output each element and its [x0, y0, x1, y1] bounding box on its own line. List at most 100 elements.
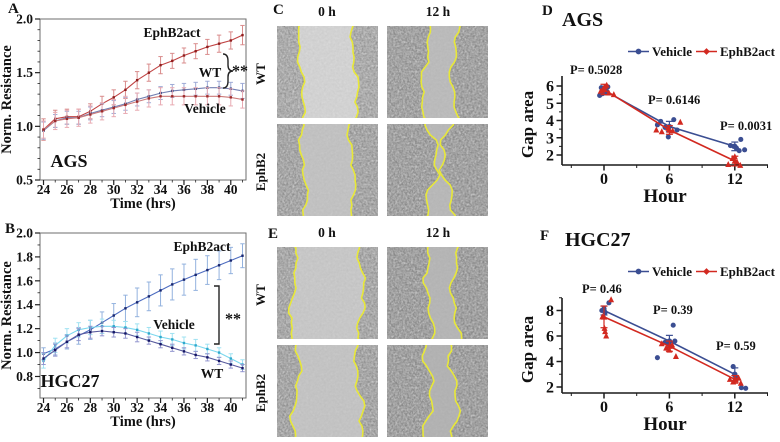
series-Vehicle	[41, 87, 245, 139]
y-tick-label: 1.4	[16, 297, 33, 312]
row-label-ephb2: EphB2	[255, 374, 268, 412]
y-tick-label: 1.2	[16, 321, 33, 336]
y-tick-label: 5	[546, 96, 554, 113]
annotation: Vehicle	[184, 101, 226, 116]
x-tick-label: 0	[600, 399, 608, 416]
marker-square	[65, 340, 69, 344]
marker-triangle	[666, 346, 673, 353]
marker-square	[182, 54, 186, 57]
marker-circle	[674, 127, 680, 133]
marker-circle	[671, 117, 677, 123]
y-tick-label: 1.6	[16, 273, 33, 288]
marker-square	[42, 128, 45, 131]
panel-letter-c: C	[273, 2, 284, 18]
micrograph-wt-12h	[387, 247, 488, 339]
y-tick-label: 0.5	[16, 173, 33, 188]
series-EphB2act	[41, 243, 245, 361]
marker-square	[135, 78, 139, 82]
x-axis-label: Time (hrs)	[110, 196, 176, 212]
marker-square	[159, 342, 162, 346]
panel-a-line-chart-ags: 0.5 1.0 1.5 2.0 24 26 28 30 32 34 36 38 40 Time (hrs)…	[0, 12, 248, 213]
y-tick-label: 1.5	[16, 65, 33, 80]
marker-triangle	[665, 124, 672, 131]
marker-square	[159, 289, 162, 292]
wound-edge-line	[448, 247, 463, 339]
marker-circle	[730, 364, 736, 370]
micrograph-wt-0h	[277, 26, 378, 118]
y-axis-label: Norm. Resistance	[0, 45, 15, 154]
marker-square	[206, 45, 209, 49]
x-tick-label: 36	[177, 182, 191, 197]
p-value-label: P= 0.46	[582, 282, 622, 296]
marker-triangle	[605, 89, 612, 96]
marker-square	[89, 113, 92, 116]
x-tick-label: 30	[107, 400, 121, 415]
series-EphB2act	[41, 24, 245, 141]
p-value-label: P= 0.6146	[648, 93, 700, 107]
y-tick-label: 0.8	[16, 369, 33, 384]
x-tick-label: 40	[224, 182, 238, 197]
marker-triangle	[669, 127, 676, 134]
micrograph-ephb2-12h	[387, 124, 488, 216]
p-value-label: P= 0.39	[653, 303, 693, 317]
marker-circle	[654, 355, 660, 361]
annotation: **	[232, 63, 248, 80]
marker-square	[171, 338, 174, 341]
marker-square	[241, 366, 244, 370]
marker-square	[112, 331, 115, 334]
marker-triangle	[658, 340, 665, 347]
marker-triangle	[603, 332, 610, 339]
panel-letter-a: A	[8, 1, 19, 17]
y-tick-label: 4	[546, 113, 554, 130]
panel-b-line-chart-hgc27: 0.8 1.0 1.2 1.4 1.6 1.8 2.0 24 26 28 30 32 34 36 38 40 T…	[0, 226, 247, 430]
y-tick-label: 2.0	[16, 226, 33, 241]
y-tick-label: 2	[546, 148, 554, 165]
y-tick-label: 8	[546, 303, 554, 320]
wound-edge-line	[422, 247, 436, 339]
marker-square	[112, 96, 115, 99]
marker-square	[77, 333, 80, 336]
panel-e-micrographs-hgc27: 0 h 12 h WT EphB2	[255, 225, 488, 437]
marker-square	[124, 88, 127, 92]
series-EphB2act	[597, 81, 744, 168]
marker-circle	[670, 322, 676, 328]
marker-square	[217, 42, 221, 45]
x-axis-label: Hour	[643, 186, 687, 207]
panel-letter-e: E	[268, 226, 279, 242]
wound-edge-line	[438, 124, 457, 216]
marker-square	[229, 357, 232, 360]
column-label-12h: 12 h	[426, 225, 451, 240]
marker-square	[159, 95, 162, 98]
marker-square	[171, 59, 174, 63]
marker-triangle	[726, 375, 733, 382]
marker-square	[159, 335, 162, 339]
marker-square	[147, 71, 151, 74]
marker-triangle	[663, 344, 670, 351]
wound-edge-line	[421, 345, 435, 437]
marker-square	[124, 307, 127, 310]
marker-square	[124, 332, 127, 335]
panel-f-scatter-hgc27: HGC27 Vehicle EphB2act 2 4 6 8 0 6 12 Gap area Hour…	[520, 229, 776, 435]
micrograph-ephb2-12h	[387, 345, 488, 437]
panel-letter-f: F	[540, 228, 550, 244]
marker-square	[147, 332, 151, 335]
annotation: HGC27	[40, 371, 99, 391]
marker-circle	[742, 147, 748, 153]
marker-square	[241, 98, 244, 101]
x-axis-label: Hour	[643, 414, 687, 435]
panel-c-micrographs-ags: 0 h 12 h WT EphB2	[255, 4, 488, 216]
marker-square	[217, 264, 221, 267]
marker-diamond	[703, 48, 710, 55]
marker-square	[147, 97, 151, 100]
marker-triangle	[608, 296, 615, 303]
marker-triangle	[601, 324, 608, 331]
marker-square	[135, 100, 139, 103]
wound-edge-line	[297, 124, 310, 216]
marker-triangle	[737, 161, 744, 168]
significance-bracket	[222, 53, 234, 89]
significance-bracket	[214, 285, 220, 345]
marker-triangle	[602, 328, 609, 335]
annotation: WT	[201, 366, 224, 381]
p-value-label: P= 0.0031	[720, 119, 772, 133]
x-tick-label: 30	[107, 182, 121, 197]
